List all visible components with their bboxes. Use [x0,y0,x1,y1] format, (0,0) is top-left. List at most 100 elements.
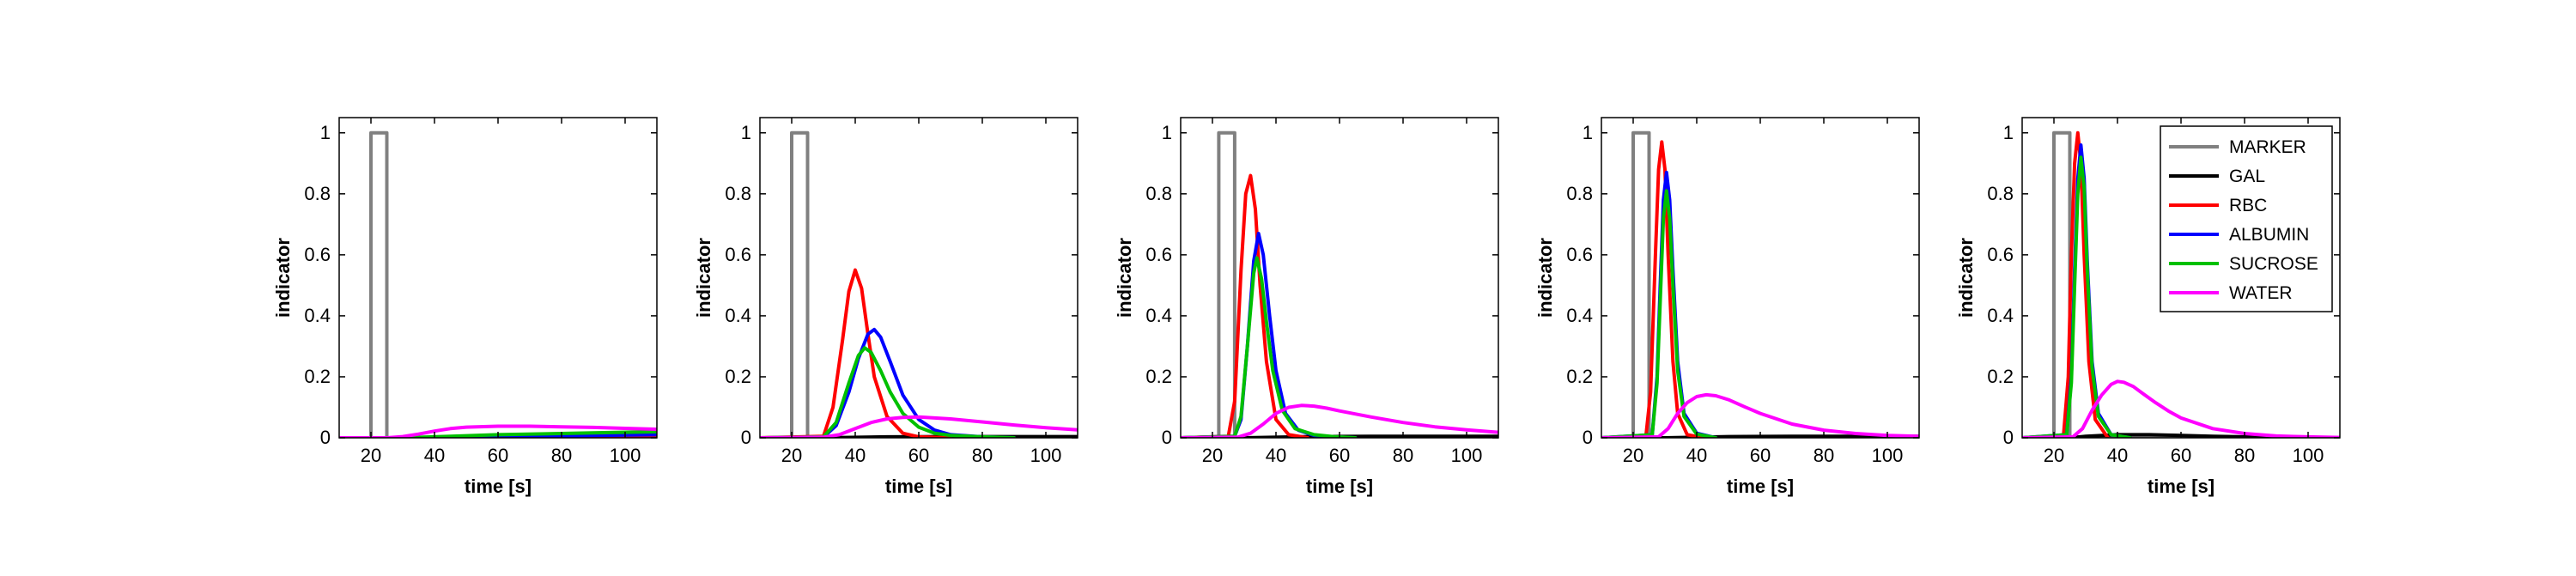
y-tick-label: 1 [741,122,751,143]
y-tick-label: 1 [1162,122,1172,143]
series-line-water [1601,392,1919,438]
y-axis-label: indicator [1955,238,1977,318]
subplot-2: 20 40 60 80 100 0 0.2 0.4 0.6 0.8 1 time [s] indicat… [693,117,1078,497]
x-tick-label: 100 [1451,445,1483,466]
legend: MARKER GAL RBC ALBUMIN SUCROSE WATER [2160,125,2333,312]
y-tick-label: 0.8 [1566,183,1593,204]
y-tick-label: 1 [320,122,331,143]
series-line-sucrose [1601,189,1718,438]
x-axis-label: time [s] [1306,476,1373,497]
y-tick-label: 0.4 [1566,305,1593,326]
x-axis-label: time [s] [465,476,532,497]
y-axis-label: indicator [1534,238,1556,318]
legend-entry-sucrose: SUCROSE [2229,254,2318,274]
y-tick-label: 0.8 [725,183,751,204]
x-tick-label: 80 [551,445,572,466]
x-tick-label: 100 [2293,445,2324,466]
plot-area [1181,118,1498,438]
legend-entry-rbc: RBC [2229,196,2267,215]
x-tick-label: 80 [2234,445,2255,466]
y-tick-label: 0.8 [1145,183,1172,204]
y-tick-label: 0.6 [1145,244,1172,265]
y-tick-label: 0.2 [1566,366,1593,387]
x-tick-label: 40 [1686,445,1707,466]
x-tick-label: 20 [2044,445,2064,466]
x-tick-label: 60 [488,445,508,466]
y-tick-label: 0.6 [1566,244,1593,265]
y-tick-label: 0.6 [725,244,751,265]
series-line-water [1181,403,1498,438]
subplot-5: 20 40 60 80 100 0 0.2 0.4 0.6 0.8 1 time [s] indicat… [1955,117,2341,497]
y-tick-label: 0.4 [304,305,331,326]
subplot-3: 20 40 60 80 100 0 0.2 0.4 0.6 0.8 1 time [s] indicat… [1114,117,1499,497]
x-tick-label: 100 [1030,445,1062,466]
series-line-water [760,415,1078,438]
plot-area [339,118,657,438]
x-tick-label: 40 [1266,445,1286,466]
x-axis-label: time [s] [885,476,952,497]
y-tick-label: 0.4 [1145,305,1172,326]
y-axis-label: indicator [693,238,714,318]
x-tick-label: 20 [781,445,802,466]
x-tick-label: 20 [1623,445,1643,466]
x-tick-label: 60 [1329,445,1350,466]
y-tick-label: 0 [320,427,331,448]
series-line-marker [1601,130,1919,438]
series-line-marker [2022,130,2340,438]
y-tick-label: 0 [1583,427,1593,448]
series-line-water [339,424,657,438]
series-line-water [2022,379,2340,438]
y-tick-label: 0.6 [1987,244,2014,265]
series-line-marker [1181,130,1498,438]
x-axis-label: time [s] [2148,476,2215,497]
x-tick-label: 80 [1814,445,1834,466]
x-tick-label: 40 [845,445,866,466]
series-line-rbc [2022,130,2110,438]
series-group [1181,130,1498,438]
x-tick-label: 100 [1872,445,1904,466]
x-tick-label: 20 [361,445,381,466]
series-line-rbc [1181,173,1309,438]
subplot-1: 20 40 60 80 100 0 0.2 0.4 0.6 0.8 1 time [s] indicat… [272,117,658,497]
series-line-gal [1601,434,1919,438]
subplot-4: 20 40 60 80 100 0 0.2 0.4 0.6 0.8 1 time [s] indicat… [1534,117,1920,497]
x-tick-label: 80 [1393,445,1413,466]
y-tick-label: 0.2 [1145,366,1172,387]
y-tick-label: 1 [1583,122,1593,143]
y-tick-label: 0.8 [1987,183,2014,204]
legend-entry-gal: GAL [2229,167,2265,186]
y-axis-label: indicator [1114,238,1135,318]
series-line-sucrose [1181,256,1358,438]
legend-entry-albumin: ALBUMIN [2229,225,2309,245]
series-line-marker [760,130,1078,438]
y-tick-label: 0.4 [1987,305,2014,326]
series-group [2022,130,2340,438]
x-tick-label: 60 [1750,445,1771,466]
series-line-rbc [1601,140,1705,438]
x-tick-label: 60 [908,445,929,466]
x-tick-label: 40 [424,445,445,466]
legend-box [2160,125,2333,312]
y-tick-label: 0 [741,427,751,448]
x-tick-label: 80 [972,445,993,466]
series-line-rbc [760,268,952,438]
y-tick-label: 0.2 [304,366,331,387]
y-tick-label: 0 [2003,427,2014,448]
y-tick-label: 0.6 [304,244,331,265]
legend-entry-water: WATER [2229,283,2293,303]
y-tick-label: 0.4 [725,305,751,326]
series-line-sucrose [760,346,1016,438]
plot-area [760,118,1078,438]
y-axis-label: indicator [272,238,294,318]
series-line-marker [339,130,657,438]
x-tick-label: 100 [610,445,641,466]
y-tick-label: 1 [2003,122,2014,143]
y-tick-label: 0.8 [304,183,331,204]
x-axis-label: time [s] [1727,476,1794,497]
series-group [1601,130,1919,438]
y-tick-label: 0.2 [1987,366,2014,387]
x-tick-label: 20 [1202,445,1223,466]
series-group [760,130,1078,438]
